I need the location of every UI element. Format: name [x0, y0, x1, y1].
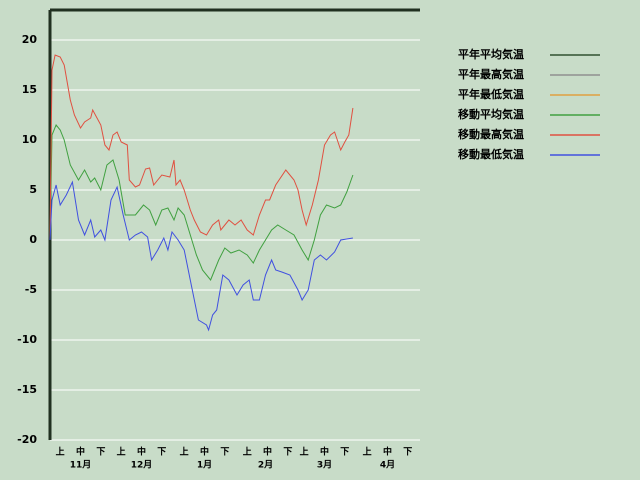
y-tick-label: 5: [29, 183, 37, 196]
x-tick-label: 下: [403, 447, 412, 458]
legend-label: 平年最低気温: [458, 87, 524, 101]
x-tick-label: 中: [200, 446, 209, 458]
series-line: [49, 124, 354, 281]
x-tick-label: 上: [363, 446, 372, 458]
legend-label: 移動最高気温: [458, 127, 524, 141]
x-tick-label: 中: [263, 446, 272, 458]
x-tick-label: 上: [56, 446, 65, 458]
y-tick-label: 0: [29, 233, 37, 246]
y-tick-label: -20: [17, 433, 37, 446]
month-label: 11月: [70, 460, 92, 471]
month-label: 12月: [131, 460, 153, 471]
y-tick-label: -15: [17, 383, 37, 396]
x-tick-label: 下: [340, 447, 349, 458]
y-tick-label: -10: [17, 333, 37, 346]
x-tick-label: 下: [157, 447, 166, 458]
legend-label: 移動最低気温: [458, 147, 524, 161]
y-tick-label: 15: [22, 83, 37, 96]
x-tick-label: 中: [320, 446, 329, 458]
x-tick-label: 下: [283, 447, 292, 458]
x-tick-label: 上: [243, 446, 252, 458]
x-tick-label: 上: [300, 446, 309, 458]
y-tick-label: 10: [22, 133, 38, 146]
y-tick-label: -5: [25, 283, 37, 296]
x-tick-label: 下: [220, 447, 229, 458]
series-line: [49, 180, 353, 332]
month-label: 2月: [258, 460, 273, 471]
series-line: [49, 54, 354, 241]
x-tick-label: 下: [96, 447, 105, 458]
month-label: 1月: [197, 460, 212, 471]
x-tick-label: 中: [383, 446, 392, 458]
x-tick-label: 上: [117, 446, 126, 458]
legend-label: 移動平均気温: [458, 107, 524, 121]
x-tick-label: 上: [180, 446, 189, 458]
month-label: 4月: [380, 460, 395, 471]
month-label: 3月: [317, 460, 332, 471]
x-tick-label: 中: [137, 446, 146, 458]
y-tick-label: 20: [22, 33, 38, 46]
legend-label: 平年平均気温: [458, 47, 524, 61]
legend-label: 平年最高気温: [458, 67, 524, 81]
x-tick-label: 中: [76, 446, 85, 458]
